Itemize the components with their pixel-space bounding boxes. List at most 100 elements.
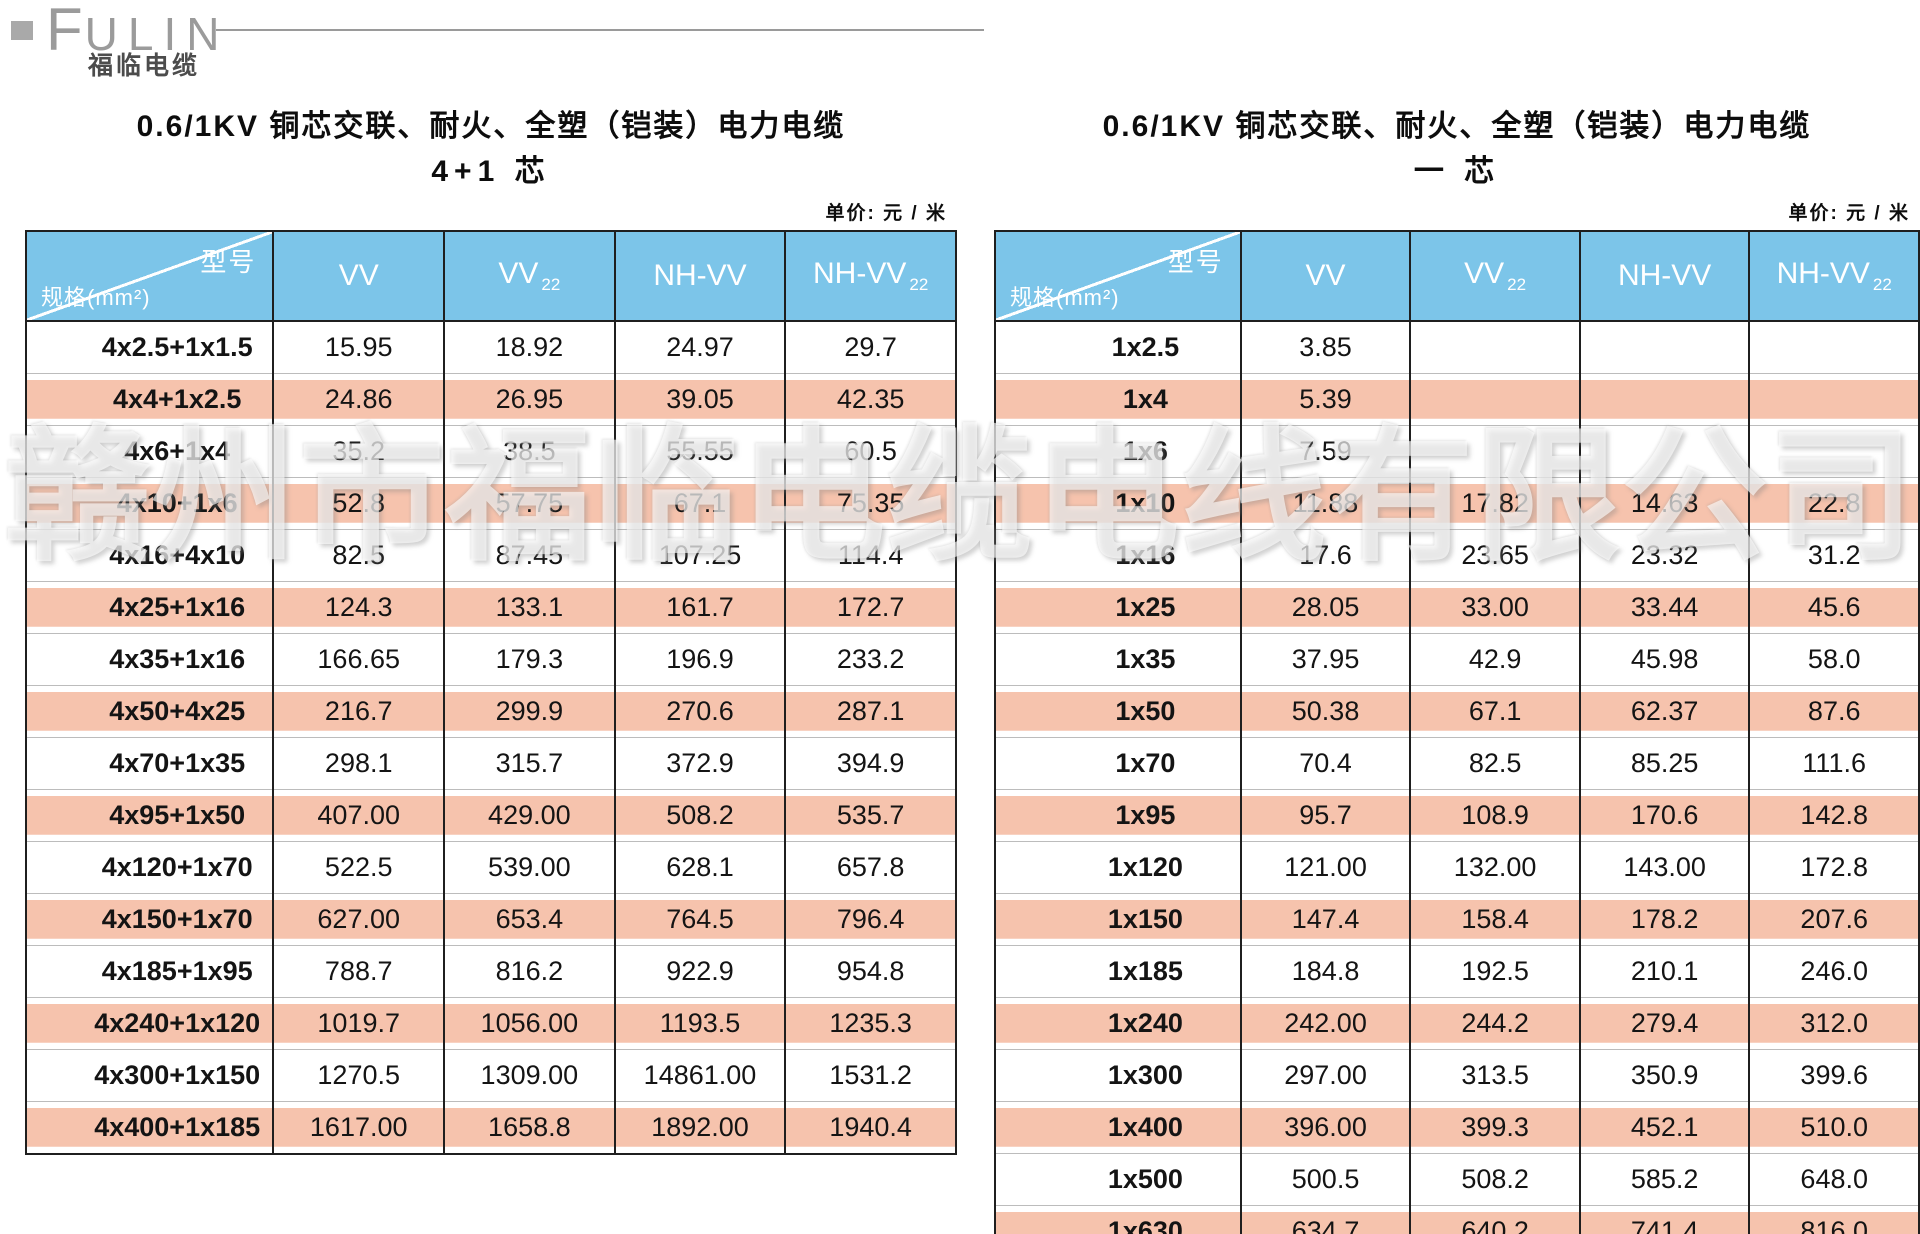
table-row: 1x300 297.00 313.5 350.9 399.6: [995, 1049, 1919, 1102]
header-divider-line: [216, 29, 984, 31]
price-cell: 178.2: [1578, 893, 1750, 946]
table-row: 1x70 70.4 82.5 85.25 111.6: [995, 737, 1919, 790]
header-row: 型号 规格(mm²) VV VV 22 NH-VV NH-VV 22: [995, 231, 1919, 322]
panel-single-core: 0.6/1KV 铜芯交联、耐火、全塑（铠装）电力电缆 一 芯 单价: 元 / 米…: [994, 104, 1920, 1234]
price-cell: 23.32: [1578, 529, 1750, 582]
price-cell: 233.2: [784, 633, 956, 686]
panel-4plus1-core: 0.6/1KV 铜芯交联、耐火、全塑（铠装）电力电缆 4+1 芯 单价: 元 /…: [25, 104, 957, 1155]
price-cell: 816.0: [1748, 1205, 1919, 1234]
column-header-nh-vv: NH-VV: [613, 231, 786, 322]
price-cell: 15.95: [272, 321, 445, 374]
spec-cell: 4x95+1x50: [26, 789, 274, 842]
spec-cell: 4x240+1x120: [26, 997, 274, 1050]
price-cell: 37.95: [1239, 633, 1411, 686]
spec-cell: 1x6: [995, 425, 1241, 478]
price-cell: 52.8: [272, 477, 445, 530]
price-cell: 297.00: [1239, 1049, 1411, 1102]
table-row: 4x25+1x16 124.3 133.1 161.7 172.7: [26, 581, 956, 634]
price-cell: 796.4: [784, 893, 956, 946]
spec-cell: 4x4+1x2.5: [26, 373, 274, 426]
column-header-nh-vv22: NH-VV 22: [784, 231, 956, 322]
spec-cell: 4x400+1x185: [26, 1101, 274, 1154]
price-cell: 210.1: [1578, 945, 1750, 998]
spec-cell: 1x630: [995, 1205, 1241, 1234]
table-row: 4x70+1x35 298.1 315.7 372.9 394.9: [26, 737, 956, 790]
table-row: 4x120+1x70 522.5 539.00 628.1 657.8: [26, 841, 956, 894]
price-cell: 35.2: [272, 425, 445, 478]
price-cell: [1578, 321, 1750, 374]
price-cell: 372.9: [613, 737, 786, 790]
price-cell: 627.00: [272, 893, 445, 946]
corner-label-spec: 规格(mm²): [41, 285, 151, 310]
price-cell: 18.92: [443, 321, 615, 374]
price-cell: 28.05: [1239, 581, 1411, 634]
brand-logo: FULIN 福临电缆: [46, 0, 229, 79]
price-cell: 108.9: [1409, 789, 1580, 842]
price-cell: 82.5: [1409, 737, 1580, 790]
table-row: 4x185+1x95 788.7 816.2 922.9 954.8: [26, 945, 956, 998]
price-cell: 158.4: [1409, 893, 1580, 946]
price-cell: 42.35: [784, 373, 956, 426]
price-cell: 1056.00: [443, 997, 615, 1050]
price-cell: 634.7: [1239, 1205, 1411, 1234]
price-cell: 315.7: [443, 737, 615, 790]
spec-cell: 4x300+1x150: [26, 1049, 274, 1102]
spec-cell: 4x2.5+1x1.5: [26, 321, 274, 374]
price-cell: 38.5: [443, 425, 615, 478]
price-table-single: 型号 规格(mm²) VV VV 22 NH-VV NH-VV 22 1x2.5 3.85 1x4 5…: [994, 230, 1920, 1234]
price-cell: [1578, 373, 1750, 426]
price-cell: 399.6: [1748, 1049, 1919, 1102]
price-cell: 1658.8: [443, 1101, 615, 1154]
spec-cell: 1x120: [995, 841, 1241, 894]
spec-cell: 1x300: [995, 1049, 1241, 1102]
price-cell: 17.82: [1409, 477, 1580, 530]
table-row: 1x630 634.7 640.2 741.4 816.0: [995, 1205, 1919, 1234]
table-title-single: 0.6/1KV 铜芯交联、耐火、全塑（铠装）电力电缆 一 芯: [994, 104, 1920, 194]
title-line2: 一 芯: [1413, 155, 1501, 188]
table-row: 4x4+1x2.5 24.86 26.95 39.05 42.35: [26, 373, 956, 426]
spec-cell: 4x50+4x25: [26, 685, 274, 738]
price-cell: 452.1: [1578, 1101, 1750, 1154]
price-cell: 179.3: [443, 633, 615, 686]
price-cell: 14861.00: [613, 1049, 786, 1102]
price-cell: 1270.5: [272, 1049, 445, 1102]
corner-spec-model-cell: 型号 规格(mm²): [26, 231, 274, 322]
price-cell: 394.9: [784, 737, 956, 790]
price-cell: 39.05: [613, 373, 786, 426]
title-line1: 0.6/1KV 铜芯交联、耐火、全塑（铠装）电力电缆: [136, 110, 846, 143]
price-cell: 172.7: [784, 581, 956, 634]
spec-cell: 4x6+1x4: [26, 425, 274, 478]
price-cell: 143.00: [1578, 841, 1750, 894]
price-cell: 628.1: [613, 841, 786, 894]
price-cell: 50.38: [1239, 685, 1411, 738]
price-cell: 508.2: [613, 789, 786, 842]
price-cell: 33.44: [1578, 581, 1750, 634]
title-line1: 0.6/1KV 铜芯交联、耐火、全塑（铠装）电力电缆: [1102, 110, 1812, 143]
price-cell: 45.98: [1578, 633, 1750, 686]
column-header-vv: VV: [272, 231, 445, 322]
spec-cell: 1x70: [995, 737, 1241, 790]
price-cell: 396.00: [1239, 1101, 1411, 1154]
corner-label-model: 型号: [1167, 247, 1224, 277]
table-row: 1x240 242.00 244.2 279.4 312.0: [995, 997, 1919, 1050]
brand-initial: F: [46, 0, 85, 63]
table-row: 1x35 37.95 42.9 45.98 58.0: [995, 633, 1919, 686]
column-header-vv: VV: [1239, 231, 1411, 322]
price-cell: 1940.4: [784, 1101, 956, 1154]
price-cell: 299.9: [443, 685, 615, 738]
price-cell: 57.75: [443, 477, 615, 530]
price-cell: 85.25: [1578, 737, 1750, 790]
price-table-4plus1: 型号 规格(mm²) VV VV 22 NH-VV NH-VV 22 4x2.5+1x1.5 15…: [25, 230, 957, 1155]
price-cell: 147.4: [1239, 893, 1411, 946]
price-cell: [1409, 373, 1580, 426]
corner-spec-model-cell: 型号 规格(mm²): [995, 231, 1241, 322]
price-cell: 114.4: [784, 529, 956, 582]
price-cell: 24.97: [613, 321, 786, 374]
price-cell: 350.9: [1578, 1049, 1750, 1102]
price-cell: 539.00: [443, 841, 615, 894]
price-cell: 1309.00: [443, 1049, 615, 1102]
price-cell: 184.8: [1239, 945, 1411, 998]
price-cell: 279.4: [1578, 997, 1750, 1050]
price-cell: 657.8: [784, 841, 956, 894]
brand-name: FULIN: [46, 0, 229, 60]
